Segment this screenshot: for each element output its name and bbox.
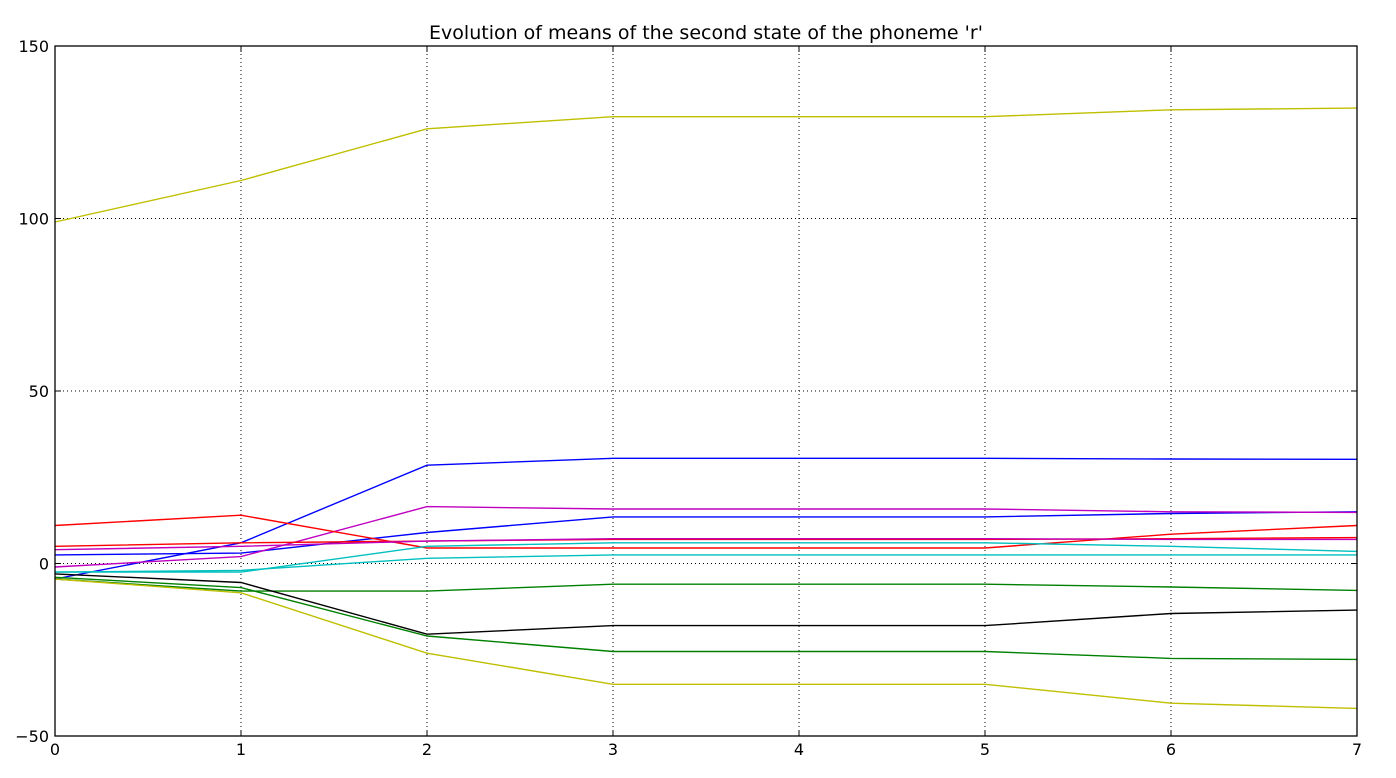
- series-line-11: [54, 573, 1358, 635]
- x-tick-label: 5: [980, 740, 990, 759]
- series-line-1: [54, 107, 1358, 223]
- series-line-9: [54, 554, 1357, 573]
- series-lines: [54, 107, 1358, 710]
- series-line-8: [55, 542, 1358, 573]
- chart-title: Evolution of means of the second state o…: [429, 22, 983, 44]
- x-tick-label: 2: [422, 740, 432, 759]
- plot-frame: [54, 45, 1358, 737]
- grid: [55, 46, 1357, 736]
- x-tick-label: 1: [236, 740, 246, 759]
- series-line-4: [54, 505, 1358, 568]
- x-tick-label: 4: [794, 740, 804, 759]
- x-tick-label: 3: [608, 740, 618, 759]
- series-line-3: [54, 511, 1358, 556]
- x-tick-label: 6: [1166, 740, 1176, 759]
- series-line-13: [54, 578, 1358, 710]
- x-tick-label: 7: [1352, 740, 1362, 759]
- y-tick-label: 150: [18, 37, 49, 56]
- x-tick-label: 0: [50, 740, 60, 759]
- y-tick-label: 0: [39, 555, 49, 574]
- y-tick-label: 100: [18, 210, 49, 229]
- axis-ticks: [54, 45, 1358, 737]
- y-tick-label: −50: [15, 727, 49, 746]
- series-line-2: [54, 457, 1358, 580]
- x-axis-tick-labels: 0 1 2 3 4 5 6 7: [50, 740, 1362, 759]
- y-tick-label: 50: [29, 382, 49, 401]
- series-line-12: [54, 576, 1358, 661]
- series-line-7: [54, 538, 1357, 551]
- y-axis-tick-labels: −50 0 50 100 150: [15, 37, 49, 746]
- series-line-5: [54, 514, 1358, 549]
